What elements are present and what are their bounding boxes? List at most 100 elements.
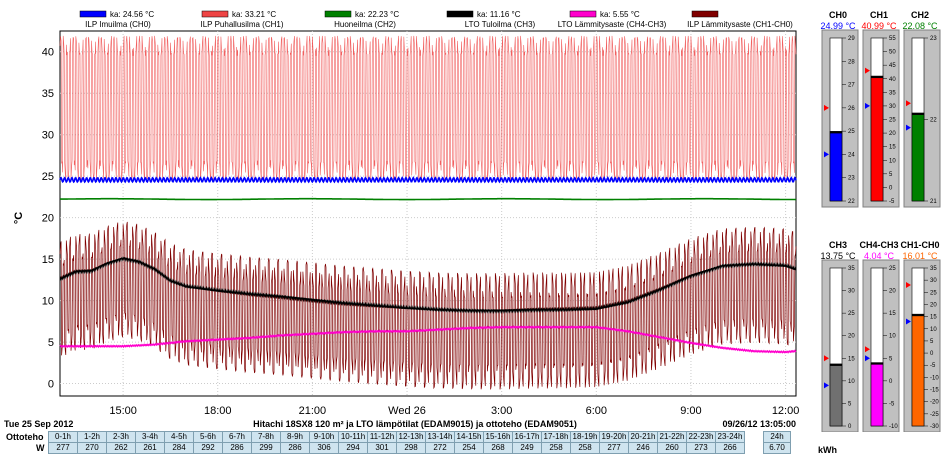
gauge-tick-label: 10 bbox=[889, 158, 896, 164]
series-line-ch1 bbox=[59, 35, 797, 181]
hour-header: 13-14h bbox=[425, 431, 455, 443]
x-tick-label: 18:00 bbox=[204, 405, 232, 417]
total-value: 6.70 bbox=[763, 442, 791, 454]
gauge-tick-label: 25 bbox=[848, 311, 855, 317]
gauge-level bbox=[871, 362, 883, 365]
series-line-ch2 bbox=[60, 197, 796, 201]
hour-header: 14-15h bbox=[454, 431, 484, 443]
hour-header: 17-18h bbox=[541, 431, 571, 443]
x-tick-label: 3:00 bbox=[491, 405, 512, 417]
gauge-level bbox=[830, 131, 842, 134]
ottoteho-unit-label: W bbox=[36, 443, 45, 453]
gauge-tick-label: -5 bbox=[930, 363, 936, 369]
x-tick-label: 6:00 bbox=[586, 405, 607, 417]
gauge-tick-label: -5 bbox=[889, 401, 895, 407]
gauge-tick-label: 5 bbox=[848, 401, 852, 407]
gauge-tick-label: 28 bbox=[848, 59, 855, 65]
gauge-value-label: 24.99 °C bbox=[820, 21, 856, 31]
hour-header: 5-6h bbox=[193, 431, 223, 443]
gauge-max-marker bbox=[824, 104, 829, 111]
hour-header: 12-13h bbox=[396, 431, 426, 443]
legend-swatch bbox=[79, 10, 107, 18]
hour-value: 294 bbox=[338, 442, 368, 454]
hour-header: 11-12h bbox=[367, 431, 397, 443]
hour-value: 260 bbox=[657, 442, 687, 454]
hour-header: 7-8h bbox=[251, 431, 281, 443]
legend-series-name: Huoneilma (CH2) bbox=[334, 20, 396, 29]
gauge-tick-label: -30 bbox=[930, 424, 939, 430]
x-tick-label: 15:00 bbox=[109, 405, 137, 417]
gauge-tick-label: 10 bbox=[930, 327, 937, 333]
hour-header: 6-7h bbox=[222, 431, 252, 443]
gauge-tick-label: 35 bbox=[930, 266, 937, 272]
gauge-value-label: 4.04 °C bbox=[864, 251, 895, 261]
gauge-tick-label: 30 bbox=[889, 104, 896, 110]
legend-series-name: ILP Imuilma (CH0) bbox=[85, 20, 151, 29]
gauge-tick-label: 25 bbox=[889, 118, 896, 124]
gauge-tick-label: 22 bbox=[930, 118, 937, 124]
gauge-name: CH2 bbox=[911, 10, 929, 20]
hour-header: 0-1h bbox=[48, 431, 78, 443]
gauge-tick-label: -20 bbox=[930, 400, 939, 406]
y-tick-label: 25 bbox=[42, 171, 54, 183]
gauge-max-marker bbox=[906, 100, 911, 107]
gauge-level bbox=[871, 76, 883, 79]
hour-value: 262 bbox=[106, 442, 136, 454]
hour-value: 258 bbox=[570, 442, 600, 454]
gauge-tick-label: 0 bbox=[848, 424, 852, 430]
gauge-name: CH1 bbox=[870, 10, 888, 20]
gauge-name: CH0 bbox=[829, 10, 847, 20]
series-line-ch3 bbox=[59, 256, 797, 314]
hour-value: 306 bbox=[309, 442, 339, 454]
gauge-tick-label: -25 bbox=[930, 412, 939, 418]
hour-value: 286 bbox=[280, 442, 310, 454]
y-tick-label: 20 bbox=[42, 213, 54, 225]
gauge-tick-label: -10 bbox=[889, 424, 898, 430]
gauge-fill bbox=[870, 75, 884, 202]
gauge-min-marker bbox=[865, 355, 870, 362]
gauge-tick-label: 20 bbox=[848, 334, 855, 340]
hour-value: 284 bbox=[164, 442, 194, 454]
gauge-tick-label: 0 bbox=[930, 351, 934, 357]
hour-header: 22-23h bbox=[686, 431, 716, 443]
legend-average: ka: 24.56 °C bbox=[110, 10, 154, 19]
gauge-fill bbox=[829, 131, 843, 202]
gauge-tick-label: -5 bbox=[889, 199, 895, 205]
gauge-tick-label: 40 bbox=[889, 77, 896, 83]
date-label: Tue 25 Sep 2012 bbox=[4, 419, 73, 429]
gauge-tick-label: 55 bbox=[889, 36, 896, 42]
gauge-tick-label: -15 bbox=[930, 388, 939, 394]
y-tick-label: 5 bbox=[48, 337, 54, 349]
gauge-tick-label: 24 bbox=[848, 152, 855, 158]
series-line-ch1-ch0 bbox=[59, 221, 797, 390]
hour-value: 268 bbox=[483, 442, 513, 454]
gauge-tick-label: 15 bbox=[930, 315, 937, 321]
gauge-tick-label: 35 bbox=[889, 90, 896, 96]
gauge-fill bbox=[829, 363, 843, 427]
gauge-name: CH1-CH0 bbox=[900, 240, 939, 250]
hour-header: 20-21h bbox=[628, 431, 658, 443]
hour-value: 254 bbox=[454, 442, 484, 454]
gauge-min-marker bbox=[824, 382, 829, 389]
gauge-tick-label: 50 bbox=[889, 50, 896, 56]
gauge-value-label: 16.01 °C bbox=[902, 251, 938, 261]
table-spacer bbox=[745, 443, 764, 454]
gauge-tick-label: 5 bbox=[889, 172, 893, 178]
series-line-ch4-ch3 bbox=[59, 325, 797, 354]
gauge-max-marker bbox=[865, 67, 870, 74]
hour-header: 10-11h bbox=[338, 431, 368, 443]
legend-average: ka: 5.55 °C bbox=[600, 10, 640, 19]
gauge-tick-label: 25 bbox=[930, 290, 937, 296]
gauge-value-label: 13.75 °C bbox=[820, 251, 856, 261]
hour-header: 21-22h bbox=[657, 431, 687, 443]
hour-value: 292 bbox=[193, 442, 223, 454]
hour-value: 277 bbox=[599, 442, 629, 454]
gauge-tick-label: 15 bbox=[889, 311, 896, 317]
hour-value: 286 bbox=[222, 442, 252, 454]
gauge-level bbox=[830, 363, 842, 366]
hour-header: 18-19h bbox=[570, 431, 600, 443]
series-line-ch0 bbox=[59, 176, 797, 184]
